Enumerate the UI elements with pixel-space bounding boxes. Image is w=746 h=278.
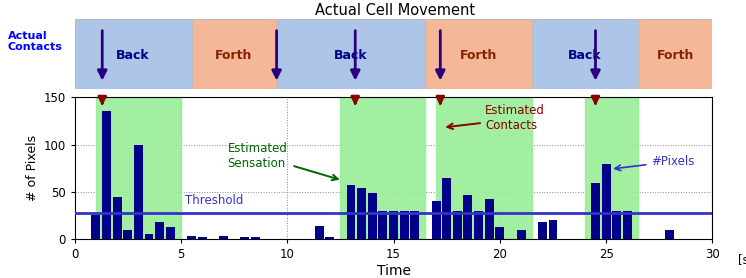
Bar [517, 230, 525, 239]
Bar [638, 19, 712, 89]
Bar [368, 193, 377, 239]
Bar [442, 178, 451, 239]
Bar [532, 19, 638, 89]
Bar [277, 19, 425, 89]
Text: Forth: Forth [216, 49, 253, 62]
Bar [251, 237, 260, 239]
Bar [623, 211, 632, 239]
Bar [187, 236, 196, 239]
Bar [432, 201, 440, 239]
Bar [410, 211, 419, 239]
Bar [474, 211, 483, 239]
Bar [548, 220, 557, 239]
Bar [145, 234, 154, 239]
Bar [166, 227, 175, 239]
X-axis label: Time: Time [377, 264, 410, 278]
Bar [378, 211, 387, 239]
Bar [463, 195, 472, 239]
Bar [155, 222, 164, 239]
Bar [113, 197, 122, 239]
Bar [425, 19, 532, 89]
Text: Estimated
Contacts: Estimated Contacts [485, 104, 545, 132]
Text: Forth: Forth [656, 49, 694, 62]
Text: Actual
Contacts: Actual Contacts [7, 31, 63, 52]
Text: #Pixels: #Pixels [651, 155, 694, 168]
Bar [453, 211, 462, 239]
Bar [485, 199, 494, 239]
Bar [134, 145, 142, 239]
Text: Back: Back [116, 49, 150, 62]
Text: [sec]: [sec] [738, 253, 746, 266]
Text: Threshold: Threshold [185, 194, 243, 207]
Bar [347, 185, 355, 239]
Bar [240, 237, 249, 239]
Bar [102, 111, 111, 239]
Bar [400, 211, 409, 239]
Bar [602, 164, 610, 239]
Bar [495, 227, 504, 239]
Text: Back: Back [334, 49, 368, 62]
Bar [92, 215, 100, 239]
Text: Back: Back [568, 49, 602, 62]
Text: Forth: Forth [460, 49, 498, 62]
Bar [389, 211, 398, 239]
Bar [538, 222, 547, 239]
Bar [75, 19, 192, 89]
Text: Estimated
Sensation: Estimated Sensation [228, 142, 287, 170]
Bar [325, 237, 334, 239]
Bar [357, 188, 366, 239]
Text: Actual Cell Movement: Actual Cell Movement [316, 3, 475, 18]
Bar [585, 97, 638, 239]
Bar [315, 226, 324, 239]
Bar [340, 97, 425, 239]
Bar [95, 97, 181, 239]
Bar [591, 183, 600, 239]
Bar [436, 97, 532, 239]
Bar [665, 230, 674, 239]
Bar [123, 230, 132, 239]
Y-axis label: # of Pixels: # of Pixels [26, 135, 39, 201]
Bar [612, 211, 621, 239]
Bar [192, 19, 277, 89]
Bar [198, 237, 207, 239]
Bar [219, 236, 228, 239]
